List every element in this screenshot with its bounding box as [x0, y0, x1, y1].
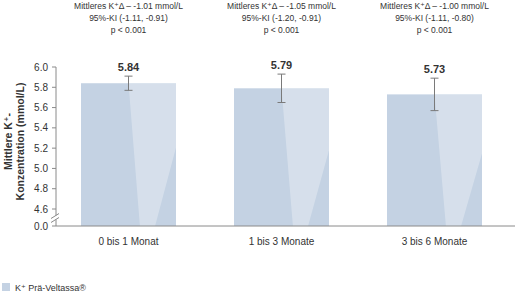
error-bar	[125, 76, 133, 90]
error-line	[128, 76, 129, 90]
data-label: 5.84	[118, 61, 140, 73]
x-tick-label: 1 bis 3 Monate	[249, 236, 315, 247]
y-tick	[52, 127, 56, 128]
annotation: Mittleres K⁺Δ – -1.05 mmol/L	[227, 1, 336, 11]
error-bar	[278, 74, 286, 102]
bar-shade	[282, 88, 330, 226]
bar-shade	[129, 83, 177, 226]
y-tick	[52, 168, 56, 169]
chart: 5.84 5.79 5.73 0.0 4.6 4.8 5.0 5.2 5.4 5.6 5.8 6.0 0…	[0, 0, 521, 301]
annotation: Mittleres K⁺Δ – -1.01 mmol/L	[74, 1, 183, 11]
y-tick-label: 5.2	[34, 143, 48, 154]
error-line	[281, 74, 282, 102]
x-axis	[56, 226, 515, 227]
bar-shade	[435, 94, 483, 226]
legend-swatch	[2, 283, 10, 291]
y-tick-label: 5.8	[34, 82, 48, 93]
annotation: 95%-KI (-1.20, -0.91)	[242, 13, 322, 23]
annotation: 95%-KI (-1.11, -0.91)	[89, 13, 168, 23]
y-tick-label: 0.0	[34, 221, 48, 232]
y-tick-label: 6.0	[34, 62, 48, 73]
y-tick	[52, 148, 56, 149]
plot-area	[81, 74, 482, 226]
annotation: p < 0.001	[417, 25, 453, 35]
error-cap	[278, 74, 286, 75]
bar	[234, 88, 329, 226]
x-tick-label: 3 bis 6 Monate	[402, 236, 468, 247]
x-tick-label: 0 bis 1 Monat	[98, 236, 158, 247]
y-tick	[52, 87, 56, 88]
y-tick	[52, 209, 56, 210]
y-tick	[52, 107, 56, 108]
bar	[387, 94, 482, 226]
y-axis-label: Konzentration (mmol/L)	[14, 83, 26, 201]
annotation: p < 0.001	[264, 25, 300, 35]
error-cap	[431, 110, 439, 111]
error-cap	[431, 78, 439, 79]
y-tick	[52, 226, 56, 227]
y-tick	[52, 188, 56, 189]
error-cap	[125, 76, 133, 77]
y-tick-label: 5.6	[34, 102, 48, 113]
legend-label: K⁺ Prä-Veltassa®	[15, 283, 86, 293]
error-line	[434, 78, 435, 110]
error-cap	[125, 90, 133, 91]
y-tick-label: 5.4	[34, 122, 48, 133]
y-tick-label: 5.0	[34, 163, 48, 174]
annotation: p < 0.001	[111, 25, 147, 35]
y-axis	[56, 67, 57, 226]
y-tick-label: 4.6	[34, 204, 48, 215]
data-label: 5.73	[424, 63, 445, 75]
error-cap	[278, 102, 286, 103]
data-label: 5.79	[271, 59, 292, 71]
annotation: 95%-KI (-1.11, -0.80)	[395, 13, 474, 23]
y-tick-label: 4.8	[34, 183, 48, 194]
axis-break	[51, 218, 59, 223]
y-tick	[52, 67, 56, 68]
y-axis-label: Mittlere K⁺-	[2, 113, 14, 170]
bar	[81, 83, 176, 226]
error-bar	[431, 78, 439, 110]
annotation: Mittleres K⁺Δ – -1.00 mmol/L	[380, 1, 489, 11]
